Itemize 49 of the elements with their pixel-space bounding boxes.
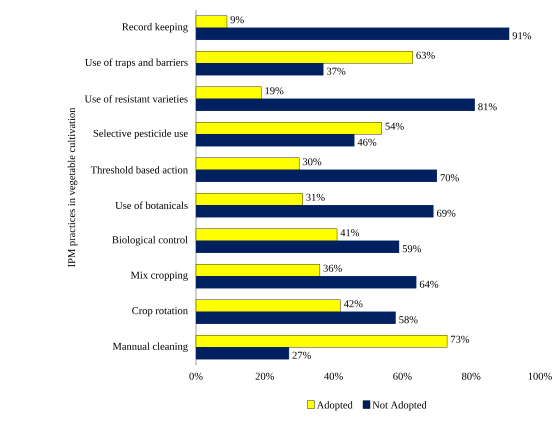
data-label: 59% xyxy=(402,245,422,252)
data-label: 19% xyxy=(265,87,284,94)
data-label: 9% xyxy=(230,16,244,24)
y-tick-label: Use of traps and barriers xyxy=(85,58,188,68)
x-tick-label: 20% xyxy=(256,372,274,380)
bar xyxy=(196,312,396,324)
data-label: 42% xyxy=(344,300,363,308)
data-label: 37% xyxy=(326,68,346,75)
data-label: 27% xyxy=(292,352,311,359)
legend-label: Adopted xyxy=(316,401,353,411)
bar xyxy=(196,205,434,218)
bar xyxy=(196,347,290,360)
bar xyxy=(196,28,510,40)
x-tick-label: 60% xyxy=(393,372,412,380)
data-label: 54% xyxy=(386,122,404,130)
data-label: 41% xyxy=(340,229,360,236)
y-tick-label: Record keeping xyxy=(122,22,188,33)
y-tick-label: Mannual cleaning xyxy=(112,342,188,352)
x-tick-label: 100% xyxy=(528,372,552,380)
y-tick-label: Crop rotation xyxy=(132,307,188,316)
x-tick-label: 80% xyxy=(462,372,480,380)
data-label: 91% xyxy=(512,32,532,40)
data-label: 58% xyxy=(399,316,418,324)
y-tick-label: Use of botanicals xyxy=(115,202,188,210)
bar xyxy=(196,276,416,288)
data-label: 69% xyxy=(437,210,456,217)
y-tick-label: Selective pesticide use xyxy=(94,129,188,139)
y-axis-title: IPM practices in vegetable cultivation xyxy=(68,108,78,268)
legend-label: Not Adopted xyxy=(372,401,427,411)
data-label: 46% xyxy=(358,138,376,146)
bar xyxy=(196,98,475,111)
data-label: 36% xyxy=(324,264,342,272)
data-label: 64% xyxy=(420,280,438,288)
data-label: 70% xyxy=(440,174,459,182)
y-tick-label: Threshold based action xyxy=(90,166,188,174)
bar xyxy=(196,240,400,253)
data-label: 73% xyxy=(451,336,470,343)
x-tick-label: 0% xyxy=(189,372,203,380)
data-label: 81% xyxy=(478,103,497,110)
y-tick-label: Use of resistant varieties xyxy=(84,95,188,103)
y-tick-label: Biological control xyxy=(112,236,188,246)
y-tick-label: Mix cropping xyxy=(130,272,188,281)
x-tick-label: 40% xyxy=(324,372,343,380)
bar xyxy=(196,63,324,76)
data-label: 63% xyxy=(416,52,435,59)
bar xyxy=(196,134,354,146)
bar xyxy=(196,170,438,182)
data-label: 31% xyxy=(306,194,325,201)
data-label: 30% xyxy=(302,158,322,166)
